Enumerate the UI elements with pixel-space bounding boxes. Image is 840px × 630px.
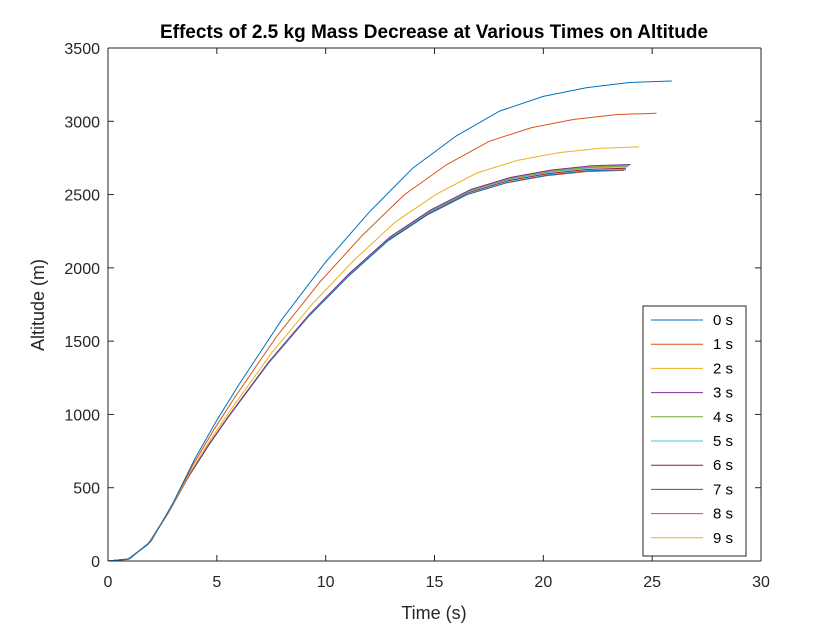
legend-entry-5: 5 s [713,433,733,450]
y-axis-label: Altitude (m) [28,259,48,351]
legend-entry-6: 6 s [713,457,733,474]
x-tick-label: 0 [104,574,113,591]
legend-entry-9: 9 s [713,530,733,547]
legend-entry-8: 8 s [713,506,733,523]
y-tick-label: 3500 [64,41,100,58]
legend-entry-1: 1 s [713,336,733,353]
y-tick-label: 2000 [64,261,100,278]
legend-entry-0: 0 s [713,312,733,329]
chart-title: Effects of 2.5 kg Mass Decrease at Vario… [160,22,708,43]
x-tick-label: 25 [643,574,661,591]
legend-entry-4: 4 s [713,409,733,426]
x-tick-label: 30 [752,574,770,591]
legend-box [642,305,747,557]
x-tick-label: 15 [426,574,444,591]
legend-entry-7: 7 s [713,481,733,498]
legend-entry-3: 3 s [713,385,733,402]
axes: 0 5 10 15 20 25 30 0 500 1000 1500 2000 2500 3000 3500 [64,41,770,591]
y-tick-label: 1000 [64,407,100,424]
x-tick-label: 20 [534,574,552,591]
legend-entry-2: 2 s [713,360,733,377]
x-tick-label: 5 [212,574,221,591]
y-tick-label: 2500 [64,188,100,205]
y-tick-label: 1500 [64,334,100,351]
x-tick-label: 10 [317,574,335,591]
legend: 0 s 1 s 2 s 3 s 4 s 5 s 6 s 7 s 8 s 9 s [642,305,747,557]
y-tick-label: 500 [73,481,100,498]
y-tick-label: 3000 [64,114,100,131]
y-tick-label: 0 [91,554,100,571]
series-layer [107,80,672,562]
series-line-0 [107,80,672,562]
x-axis-label: Time (s) [401,603,466,623]
